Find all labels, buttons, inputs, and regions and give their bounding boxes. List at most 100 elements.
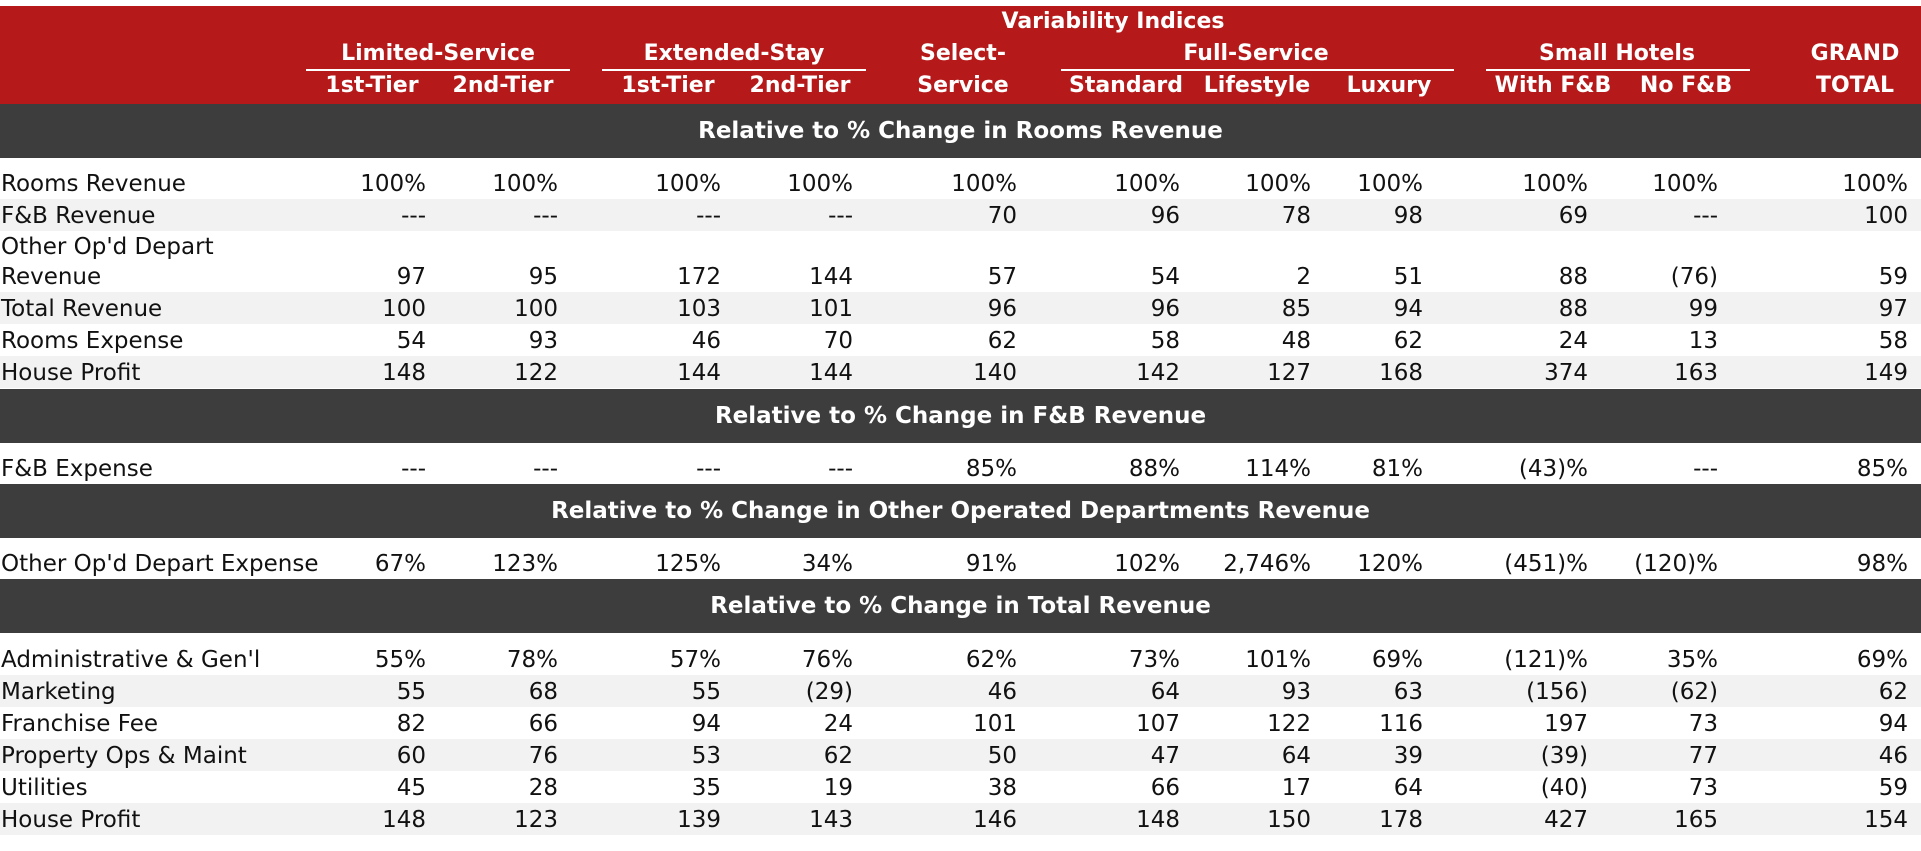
section-band: Relative to % Change in Total Revenue — [0, 579, 1921, 633]
table-cell: 148 — [1136, 807, 1180, 833]
table-row: Other Op'd Depart Revenue 97 95 172 144 57 54 2… — [0, 231, 1921, 292]
row-label: Rooms Expense — [1, 328, 184, 354]
table-cell: 172 — [677, 264, 721, 290]
table-cell: 427 — [1544, 807, 1588, 833]
section-band: Relative to % Change in Rooms Revenue — [0, 104, 1921, 158]
table-cell: --- — [1693, 203, 1718, 229]
table-cell: 95 — [528, 264, 558, 290]
table-row: Rooms Revenue 100% 100% 100% 100% 100% 100% 100… — [0, 167, 1921, 199]
table-cell: 88% — [1128, 456, 1180, 482]
table-cell: 100% — [655, 171, 721, 197]
table-cell: (76) — [1670, 264, 1718, 290]
table-cell: 154 — [1864, 807, 1908, 833]
table-row: Other Op'd Depart Expense 67% 123% 125% 34% 9… — [0, 547, 1921, 579]
table-cell: (39) — [1540, 743, 1588, 769]
table-cell: (29) — [805, 679, 853, 705]
table-cell: 73% — [1128, 647, 1180, 673]
table-cell: 114% — [1245, 456, 1311, 482]
table-cell: 103 — [677, 296, 721, 322]
table-row: F&B Expense --- --- --- --- 85% 88% 114% 81% (43)… — [0, 452, 1921, 484]
table-cell: 85% — [965, 456, 1017, 482]
table-cell: 46 — [1878, 743, 1908, 769]
table-cell: 97 — [396, 264, 426, 290]
table-cell: 139 — [677, 807, 721, 833]
column-header: No F&B — [1639, 73, 1733, 98]
table-cell: 107 — [1136, 711, 1180, 737]
table-cell: 64 — [1281, 743, 1311, 769]
table-cell: 123% — [492, 551, 558, 577]
table-cell: 69% — [1856, 647, 1908, 673]
table-cell: 123 — [514, 807, 558, 833]
table-cell: 64 — [1150, 679, 1180, 705]
table-cell: 54 — [1150, 264, 1180, 290]
table-row: Utilities 45 28 35 19 38 66 17 64 (40) 73 59 — [0, 771, 1921, 803]
table-cell: 96 — [1150, 296, 1180, 322]
group-underline — [602, 69, 866, 71]
table-cell: 142 — [1136, 360, 1180, 386]
table-header: Variability Indices Limited-Service Exte… — [0, 6, 1921, 104]
table-cell: 150 — [1267, 807, 1311, 833]
table-cell: 125% — [655, 551, 721, 577]
table-cell: 63 — [1393, 679, 1423, 705]
table-cell: 64 — [1393, 775, 1423, 801]
table-cell: 62 — [823, 743, 853, 769]
table-cell: 120% — [1357, 551, 1423, 577]
table-cell: 148 — [382, 360, 426, 386]
section-band: Relative to % Change in F&B Revenue — [0, 389, 1921, 443]
table-cell: 76% — [801, 647, 853, 673]
table-cell: 98% — [1856, 551, 1908, 577]
table-cell: (43)% — [1518, 456, 1588, 482]
row-label: Marketing — [1, 679, 116, 705]
table-cell: 94 — [1393, 296, 1423, 322]
table-cell: 101% — [1245, 647, 1311, 673]
header-super-title: Variability Indices — [1001, 9, 1225, 34]
column-header: With F&B — [1494, 73, 1612, 98]
table-cell: 54 — [396, 328, 426, 354]
table-row: Administrative & Gen'l 55% 78% 57% 76% 62% 73%… — [0, 643, 1921, 675]
table-cell: 100% — [1245, 171, 1311, 197]
table-cell: 70 — [987, 203, 1017, 229]
column-header: 1st-Tier — [325, 73, 419, 98]
table-cell: 59 — [1878, 264, 1908, 290]
table-cell: 53 — [691, 743, 721, 769]
table-cell: 127 — [1267, 360, 1311, 386]
table-cell: 67% — [374, 551, 426, 577]
table-cell: 91% — [965, 551, 1017, 577]
table-cell: 102% — [1114, 551, 1180, 577]
table-cell: 62 — [1393, 328, 1423, 354]
row-label: F&B Revenue — [1, 203, 156, 229]
group-select-service: Select- — [920, 41, 1006, 66]
table-cell: 144 — [809, 360, 853, 386]
table-row: House Profit 148 123 139 143 146 148 150 178 427 1… — [0, 803, 1921, 835]
table-cell: 48 — [1281, 328, 1311, 354]
table-cell: 58 — [1150, 328, 1180, 354]
table-cell: 73 — [1688, 775, 1718, 801]
table-cell: 2,746% — [1223, 551, 1311, 577]
table-cell: 122 — [514, 360, 558, 386]
table-row: Rooms Expense 54 93 46 70 62 58 48 62 24 13 58 — [0, 324, 1921, 356]
table-cell: 55 — [691, 679, 721, 705]
table-cell: (121)% — [1504, 647, 1588, 673]
table-cell: --- — [696, 456, 721, 482]
table-cell: 168 — [1379, 360, 1423, 386]
table-cell: --- — [533, 203, 558, 229]
table-cell: 100% — [1652, 171, 1718, 197]
table-cell: 100% — [360, 171, 426, 197]
table-cell: (120)% — [1634, 551, 1718, 577]
table-cell: 100 — [382, 296, 426, 322]
table-row: Total Revenue 100 100 103 101 96 96 85 94 88 99 97 — [0, 292, 1921, 324]
table-cell: (156) — [1526, 679, 1588, 705]
table-cell: 59 — [1878, 775, 1908, 801]
table-cell: 100% — [1522, 171, 1588, 197]
table-cell: 47 — [1150, 743, 1180, 769]
table-cell: --- — [828, 456, 853, 482]
table-cell: 62 — [1878, 679, 1908, 705]
table-cell: 100 — [514, 296, 558, 322]
table-cell: 148 — [382, 807, 426, 833]
table-cell: 46 — [691, 328, 721, 354]
row-label: Other Op'd Depart Expense — [1, 551, 319, 577]
table-cell: 57 — [987, 264, 1017, 290]
table-cell: --- — [1693, 456, 1718, 482]
table-row: Property Ops & Maint 60 76 53 62 50 47 64 39 (39)… — [0, 739, 1921, 771]
table-cell: 146 — [973, 807, 1017, 833]
